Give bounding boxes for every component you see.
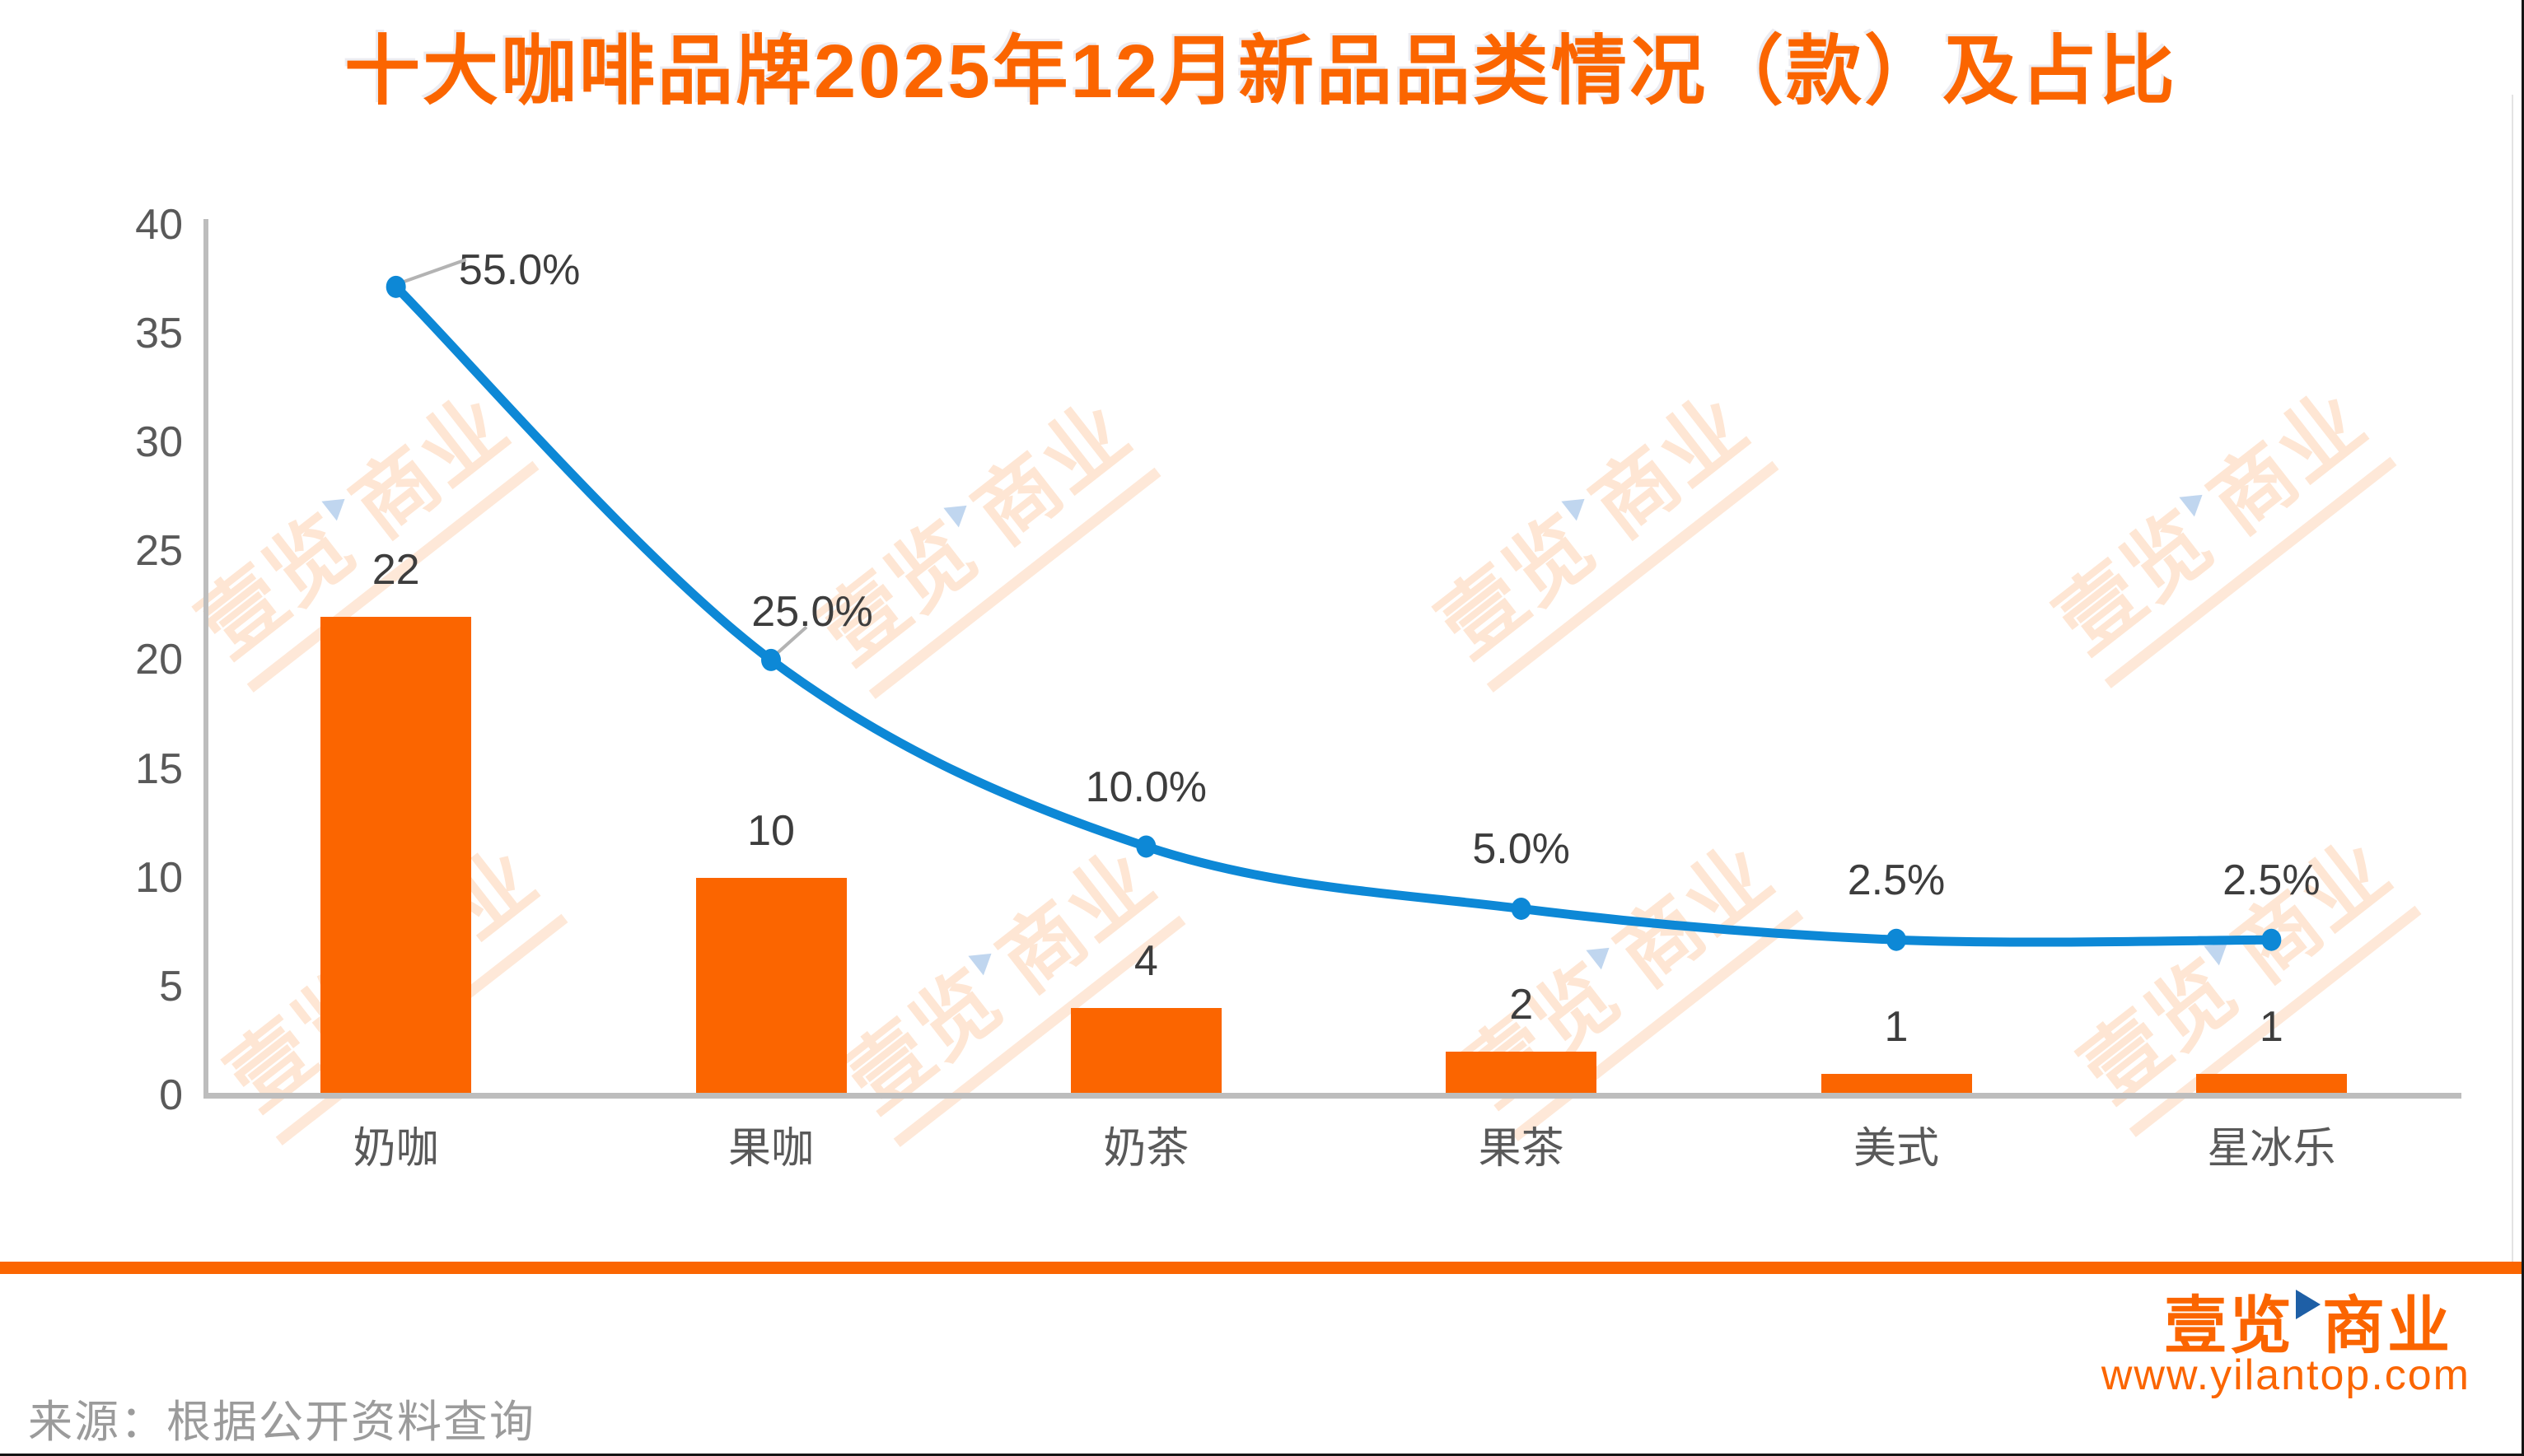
data-point-marker [1886, 928, 1906, 951]
trend-line [391, 282, 2276, 947]
brand-watermark: 壹览商业 [1409, 362, 1779, 693]
x-axis-line [203, 1093, 2461, 1099]
chart-title: 十大咖啡品牌2025年12月新品品类情况（款）及占比 [344, 30, 2177, 114]
line-value-label: 55.0% [458, 246, 581, 295]
brand-triangle-icon [2296, 1290, 2321, 1319]
y-tick-label: 25 [135, 527, 183, 576]
bar [1446, 1052, 1597, 1095]
x-category-label: 果咖 [727, 1125, 815, 1173]
line-value-label: 2.5% [2223, 856, 2321, 905]
bar-value-label: 10 [747, 806, 795, 855]
y-axis-line [203, 219, 208, 1099]
data-point-marker [1511, 897, 1531, 920]
bar-value-label: 22 [372, 545, 420, 594]
line-value-label: 25.0% [751, 588, 873, 637]
line-value-label: 10.0% [1085, 763, 1208, 811]
y-tick-label: 5 [159, 962, 183, 1010]
bar [1070, 1008, 1222, 1095]
bar [320, 616, 472, 1095]
y-tick-label: 20 [135, 636, 183, 684]
source-note: 来源：根据公开资料查询 [28, 1398, 535, 1447]
x-category-label: 奶咖 [353, 1125, 439, 1173]
data-point-marker [386, 275, 406, 298]
x-category-label: 星冰乐 [2207, 1125, 2336, 1173]
site-url: www.yilantop.com [2101, 1351, 2470, 1399]
bar-value-label: 1 [2259, 1002, 2283, 1051]
y-tick-label: 0 [159, 1071, 183, 1119]
brand-logo-right: 商业 [2322, 1291, 2452, 1361]
bar [695, 877, 847, 1095]
bar [2195, 1073, 2347, 1095]
bar-value-label: 2 [1509, 981, 1534, 1029]
line-value-label: 5.0% [1472, 825, 1570, 874]
y-tick-label: 30 [135, 418, 183, 467]
y-tick-label: 40 [135, 200, 183, 249]
x-category-label: 果茶 [1478, 1125, 1564, 1173]
brand-watermark: 壹览商业 [791, 368, 1162, 699]
y-tick-label: 35 [135, 309, 183, 357]
bar [1821, 1073, 1972, 1095]
chart-frame-right-edge [2512, 95, 2513, 1264]
x-category-label: 美式 [1853, 1125, 1940, 1173]
brand-logo: 壹览 商业 [2164, 1275, 2452, 1365]
data-point-marker [1136, 835, 1157, 858]
line-value-label: 2.5% [1847, 856, 1946, 905]
bar-value-label: 1 [1884, 1002, 1909, 1051]
x-category-label: 奶茶 [1103, 1125, 1190, 1173]
y-tick-label: 15 [135, 744, 183, 793]
brand-watermark: 壹览商业 [2026, 357, 2397, 688]
data-point-marker [761, 648, 781, 671]
y-tick-label: 10 [135, 853, 183, 902]
brand-logo-left: 壹览 [2164, 1291, 2294, 1361]
label-leader-line [400, 258, 467, 285]
footer-separator-bar [0, 1262, 2522, 1274]
bar-value-label: 4 [1133, 937, 1158, 986]
